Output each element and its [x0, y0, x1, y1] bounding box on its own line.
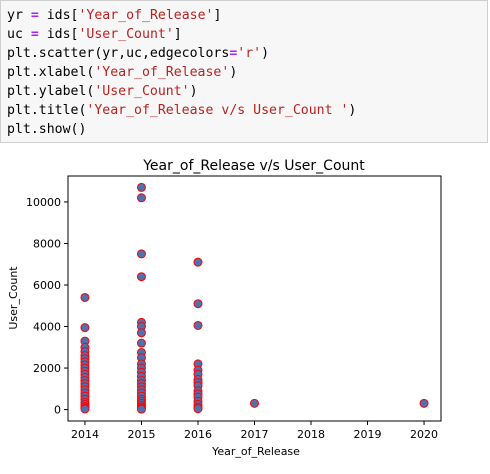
- scatter-point: [136, 193, 146, 203]
- x-tick-label: 2020: [410, 428, 438, 441]
- scatter-point: [136, 249, 146, 259]
- code-token: ]: [173, 27, 182, 42]
- code-operator-token: =: [229, 46, 238, 61]
- code-string-token: 'Year_of_Release v/s User_Count ': [86, 103, 349, 118]
- scatter-point: [80, 323, 90, 333]
- y-tick-label: 2000: [33, 362, 61, 375]
- scatter-point: [80, 292, 90, 302]
- code-line: plt.ylabel('User_Count'): [7, 82, 487, 101]
- y-tick-label: 4000: [33, 321, 61, 334]
- code-token: ): [261, 46, 270, 61]
- scatter-point: [193, 320, 203, 330]
- y-tick-label: 6000: [33, 279, 61, 292]
- data-points: [80, 182, 429, 414]
- scatter-point: [136, 328, 146, 338]
- y-tick-label: 8000: [33, 237, 61, 250]
- scatter-point: [80, 404, 90, 414]
- code-token: yr: [7, 8, 31, 23]
- code-token: ids[: [38, 27, 79, 42]
- x-axis-label: Year_of_Release: [211, 445, 300, 458]
- code-token: ): [189, 84, 198, 99]
- code-token: ): [348, 103, 357, 118]
- x-tick-label: 2016: [184, 428, 212, 441]
- code-line: yr = ids['Year_of_Release']: [7, 6, 487, 25]
- code-line: plt.show(): [7, 120, 487, 139]
- code-line: plt.scatter(yr,uc,edgecolors='r'): [7, 44, 487, 63]
- code-token: plt.scatter(yr,uc,edgecolors: [7, 46, 230, 61]
- x-tick-label: 2017: [241, 428, 269, 441]
- code-string-token: 'Year_of_Release': [94, 65, 230, 80]
- code-string-token: 'User_Count': [94, 84, 190, 99]
- scatter-point: [419, 398, 429, 408]
- plot-frame: [67, 175, 442, 422]
- code-line: plt.title('Year_of_Release v/s User_Coun…: [7, 101, 487, 120]
- code-token: ): [229, 65, 238, 80]
- scatter-point: [136, 182, 146, 192]
- code-operator-token: =: [30, 8, 39, 23]
- scatter-point: [136, 338, 146, 348]
- code-token: plt.show(): [7, 122, 87, 137]
- code-token: plt.title(: [7, 103, 87, 118]
- y-tick-label: 0: [54, 404, 61, 417]
- code-token: ids[: [38, 8, 79, 23]
- code-token: plt.ylabel(: [7, 84, 95, 99]
- chart-title: Year_of_Release v/s User_Count: [142, 158, 365, 174]
- code-cell[interactable]: yr = ids['Year_of_Release'] uc = ids['Use…: [0, 0, 488, 143]
- code-string-token: 'r': [237, 46, 262, 61]
- scatter-point: [136, 404, 146, 414]
- x-tick-label: 2015: [127, 428, 155, 441]
- code-editor[interactable]: yr = ids['Year_of_Release'] uc = ids['Use…: [7, 6, 487, 139]
- y-axis-label: User_Count: [7, 266, 20, 330]
- axis-ticks: 2014 2015 2016 2017 2018 2019 2020 0 2000 4000 600…: [26, 196, 438, 441]
- code-line: uc = ids['User_Count']: [7, 25, 487, 44]
- output-area: Year_of_Release v/s User_Count 2014 2015 2…: [0, 150, 490, 469]
- code-token: ]: [213, 8, 222, 23]
- scatter-point: [136, 272, 146, 282]
- code-line: plt.xlabel('Year_of_Release'): [7, 63, 487, 82]
- code-operator-token: =: [30, 27, 39, 42]
- scatter-chart: Year_of_Release v/s User_Count 2014 2015 2…: [7, 158, 442, 458]
- x-tick-label: 2019: [354, 428, 382, 441]
- scatter-point: [193, 257, 203, 267]
- x-tick-label: 2014: [71, 428, 99, 441]
- code-token: uc: [7, 27, 31, 42]
- x-tick-label: 2018: [297, 428, 325, 441]
- code-token: plt.xlabel(: [7, 65, 95, 80]
- scatter-point: [250, 398, 259, 408]
- code-string-token: 'Year_of_Release': [78, 8, 214, 23]
- code-string-token: 'User_Count': [78, 27, 174, 42]
- scatter-point: [193, 299, 203, 309]
- y-tick-label: 10000: [26, 196, 61, 209]
- scatter-point: [193, 404, 203, 414]
